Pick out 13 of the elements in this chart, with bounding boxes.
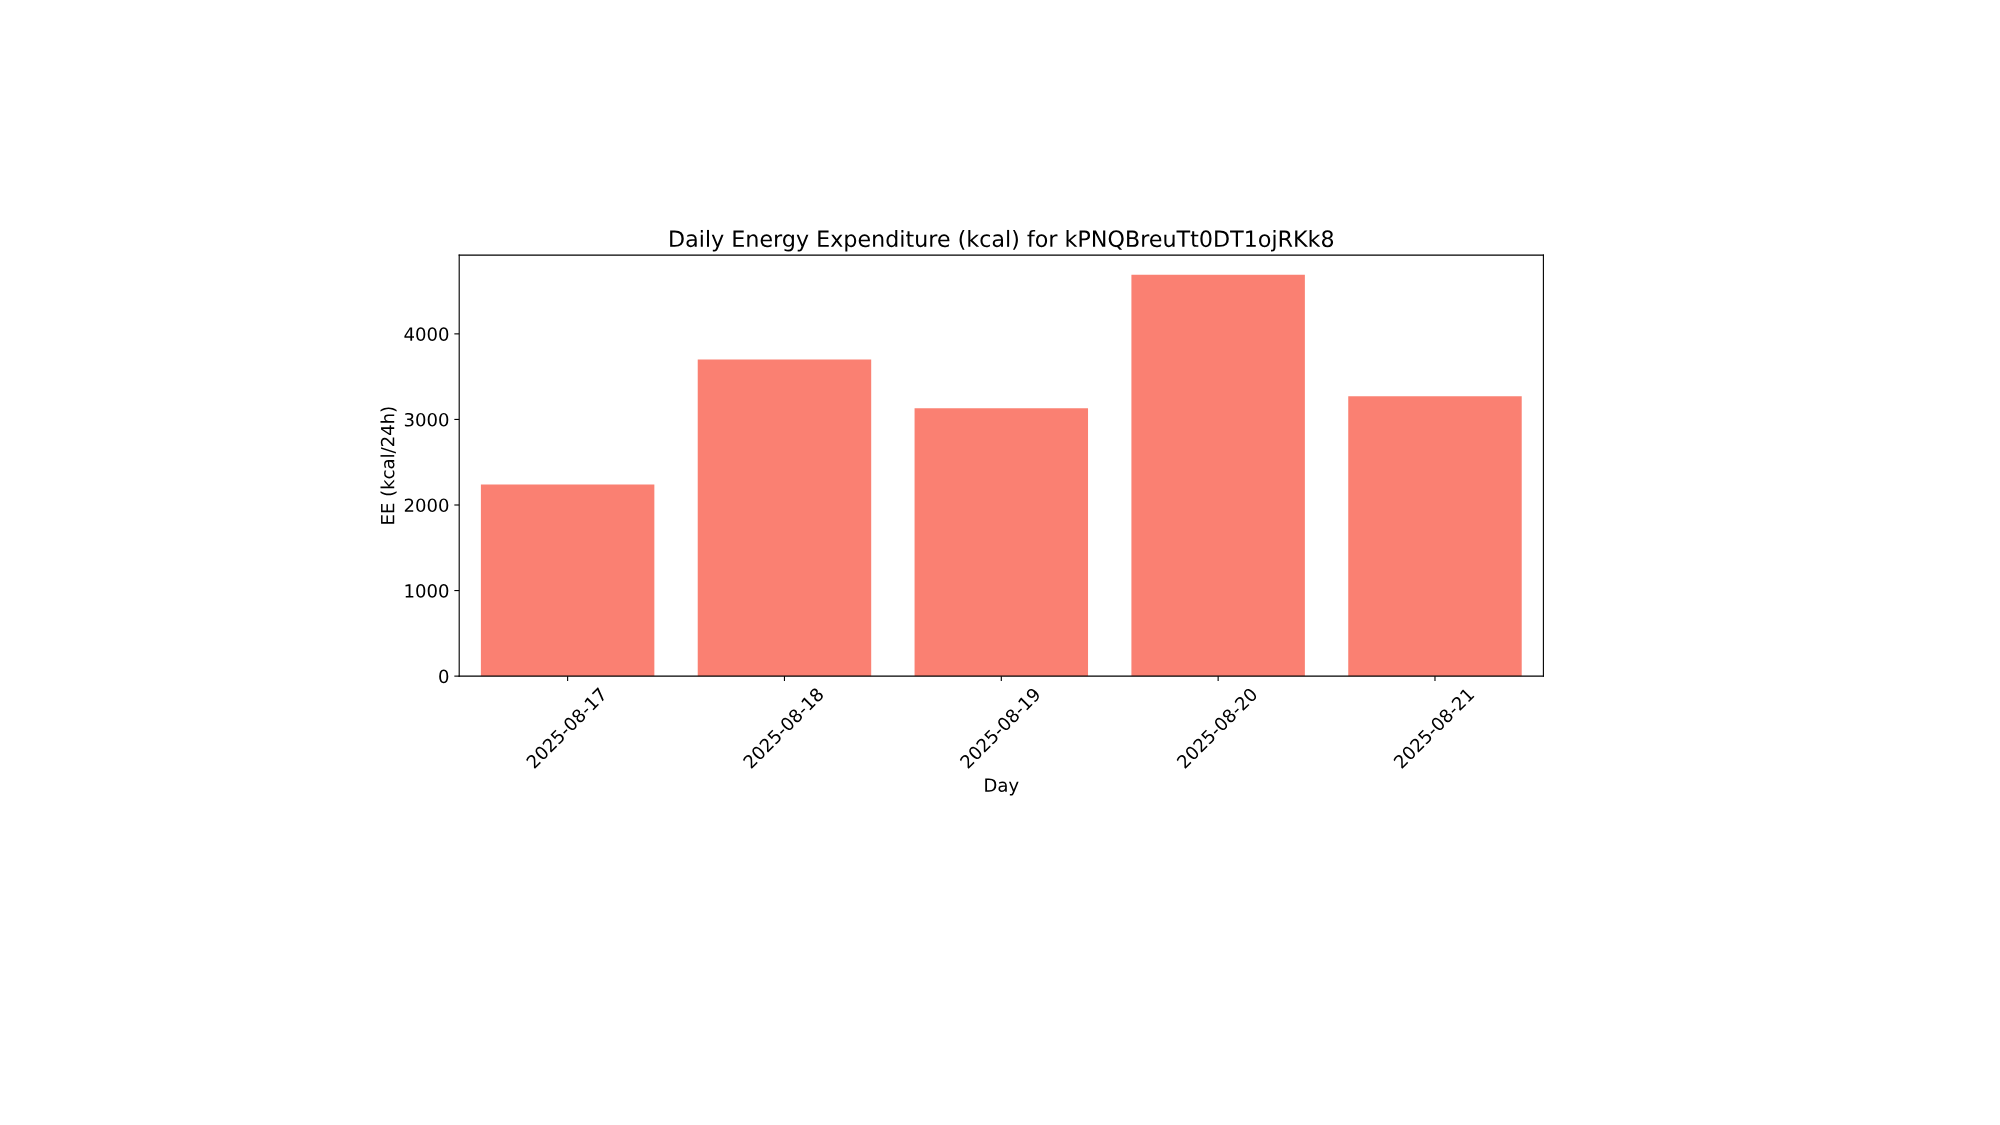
y-tick-label: 1000 [405,584,449,598]
bar [914,408,1089,677]
bar [1131,274,1305,677]
y-tick-label: 0 [439,669,449,684]
bar [1348,396,1522,677]
y-tick-label: 2000 [404,498,449,513]
y-tick-label: 4000 [404,327,449,341]
chart-title: Daily Energy Expenditure (kcal) for kPNQBreuTt0DT1ojRKk8 [670,229,1334,252]
bar [480,484,655,677]
y-tick-label: 3000 [404,412,449,427]
x-axis-title: Day [985,778,1019,796]
bar [697,359,872,677]
y-axis-title: EE (kcal/24h) [380,407,397,524]
